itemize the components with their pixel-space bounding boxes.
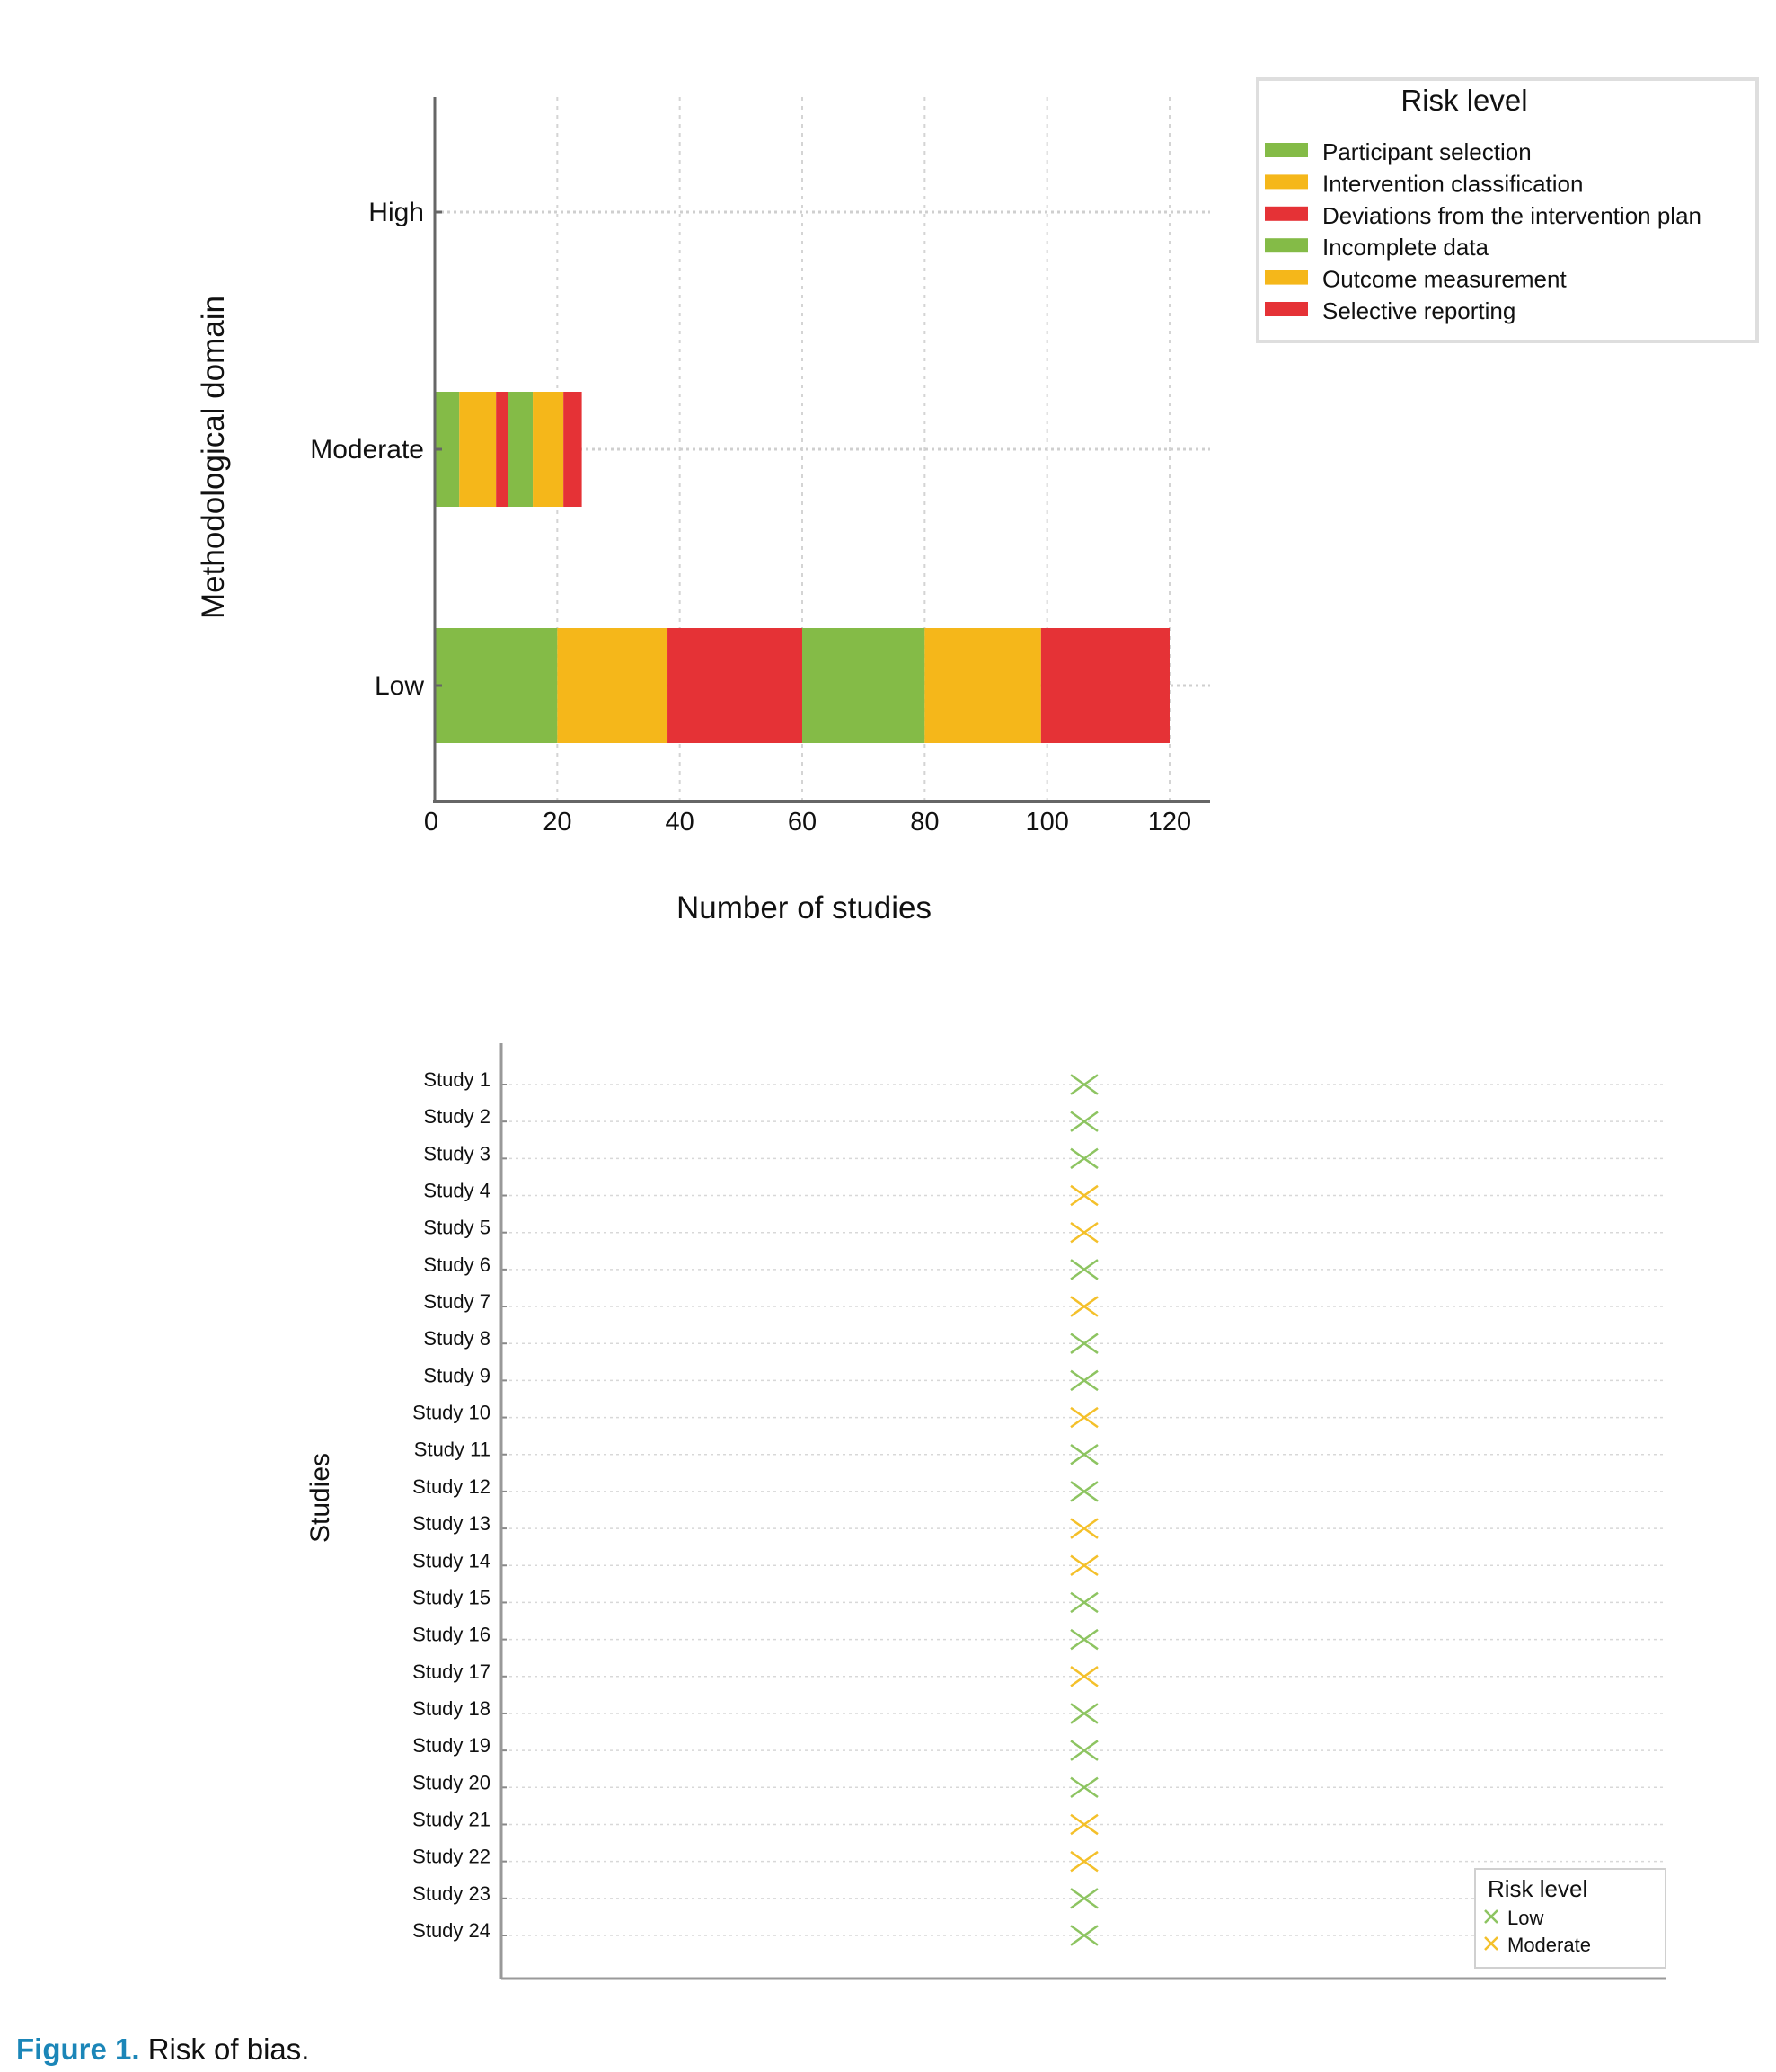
legend-label: Selective reporting [1322, 297, 1515, 324]
figure-caption: Figure 1. Risk of bias. [16, 2032, 309, 2067]
study-label: Study 17 [412, 1660, 490, 1683]
x-tick-label: 60 [788, 808, 817, 837]
study-label: Study 9 [423, 1364, 490, 1386]
legend-swatch [1265, 206, 1308, 221]
study-label: Study 20 [412, 1771, 490, 1793]
legend-swatch [1265, 174, 1308, 190]
study-label: Study 12 [412, 1475, 490, 1498]
risk-marker-x-icon [1070, 1813, 1099, 1836]
category-label: Moderate [310, 435, 424, 465]
legend-swatch [1265, 143, 1308, 157]
risk-marker-x-icon [1070, 1554, 1099, 1576]
x-tick-label: 20 [543, 808, 571, 837]
study-label: Study 2 [423, 1105, 490, 1128]
legend-box [1256, 77, 1759, 343]
study-label: Study 16 [412, 1624, 490, 1646]
risk-marker-x-icon [1070, 1111, 1099, 1132]
legend-label: Participant selection [1322, 138, 1532, 165]
risk-marker-x-icon [1070, 1888, 1099, 1909]
bar-segment [667, 628, 802, 743]
bar-segment [459, 392, 497, 507]
study-label: Study 3 [423, 1142, 490, 1164]
legend-title: Risk level [1400, 84, 1527, 117]
study-label: Study 13 [412, 1512, 490, 1535]
risk-marker-x-icon [1070, 1776, 1099, 1799]
x-axis-label: Number of studies [676, 890, 932, 925]
risk-marker-x-icon [1070, 1481, 1099, 1502]
bar-segment [557, 628, 668, 743]
legend-title: Risk level [1488, 1875, 1587, 1902]
legend-label: Intervention classification [1322, 170, 1583, 197]
category-label: Low [375, 671, 424, 701]
figure-caption-text: Risk of bias. [139, 2032, 310, 2066]
legend-marker-x-icon [1484, 1936, 1498, 1951]
bar-segment [533, 392, 564, 507]
legend-label: Moderate [1507, 1934, 1591, 1956]
bar-segment [496, 392, 508, 507]
study-label: Study 15 [412, 1586, 490, 1608]
y-axis-label: Methodological domain [196, 296, 231, 619]
legend-label: Outcome measurement [1322, 266, 1567, 293]
study-label: Study 8 [423, 1327, 490, 1350]
legend-box [1474, 1868, 1666, 1969]
study-label: Study 21 [412, 1808, 490, 1830]
bar-segment [924, 628, 1041, 743]
legend-swatch [1265, 302, 1308, 316]
x-tick-label: 120 [1148, 808, 1191, 837]
legend-label: Incomplete data [1322, 234, 1489, 261]
risk-marker-x-icon [1070, 1740, 1099, 1761]
legend-label: Deviations from the intervention plan [1322, 202, 1701, 229]
bar-segment [435, 628, 558, 743]
x-tick-label: 40 [666, 808, 694, 837]
risk-marker-x-icon [1070, 1703, 1099, 1724]
x-tick-label: 80 [910, 808, 939, 837]
study-label: Study 18 [412, 1697, 490, 1720]
study-label: Study 11 [414, 1439, 490, 1461]
legend-label: Low [1507, 1907, 1543, 1929]
study-label: Study 14 [412, 1549, 490, 1572]
bar-segment [1040, 628, 1170, 743]
study-label: Study 10 [412, 1402, 490, 1424]
risk-marker-x-icon [1070, 1296, 1099, 1317]
risk-marker-x-icon [1070, 1406, 1099, 1429]
legend-swatch [1265, 270, 1308, 285]
study-label: Study 24 [412, 1919, 490, 1942]
risk-marker-x-icon [1070, 1221, 1099, 1244]
x-tick-label: 0 [424, 808, 438, 837]
study-label: Study 19 [412, 1734, 490, 1757]
risk-marker-x-icon [1070, 1147, 1099, 1170]
x-tick-label: 100 [1025, 808, 1068, 837]
study-label: Study 6 [423, 1253, 490, 1276]
study-label: Study 1 [423, 1068, 490, 1091]
risk-marker-x-icon [1070, 1184, 1099, 1207]
risk-marker-x-icon [1070, 1518, 1099, 1539]
risk-marker-x-icon [1070, 1369, 1099, 1392]
risk-marker-x-icon [1070, 1925, 1099, 1946]
risk-marker-x-icon [1070, 1259, 1099, 1280]
study-label: Study 7 [423, 1290, 490, 1313]
risk-marker-x-icon [1070, 1074, 1099, 1095]
study-label: Study 22 [412, 1846, 490, 1868]
study-label: Study 23 [412, 1882, 490, 1905]
y-axis-label: Studies [305, 1453, 335, 1543]
study-label: Study 5 [423, 1217, 490, 1239]
legend-marker-x-icon [1484, 1909, 1498, 1924]
bar-segment [802, 628, 925, 743]
risk-marker-x-icon [1070, 1850, 1099, 1873]
bar-segment [563, 392, 582, 507]
category-label: High [368, 198, 424, 227]
figure-label: Figure 1. [16, 2032, 140, 2066]
risk-marker-x-icon [1070, 1444, 1099, 1465]
study-label: Study 4 [423, 1180, 490, 1202]
legend-swatch [1265, 238, 1308, 253]
risk-marker-x-icon [1070, 1333, 1099, 1354]
risk-marker-x-icon [1070, 1628, 1099, 1651]
risk-marker-x-icon [1070, 1591, 1099, 1614]
bar-segment [508, 392, 534, 507]
risk-marker-x-icon [1070, 1666, 1099, 1687]
